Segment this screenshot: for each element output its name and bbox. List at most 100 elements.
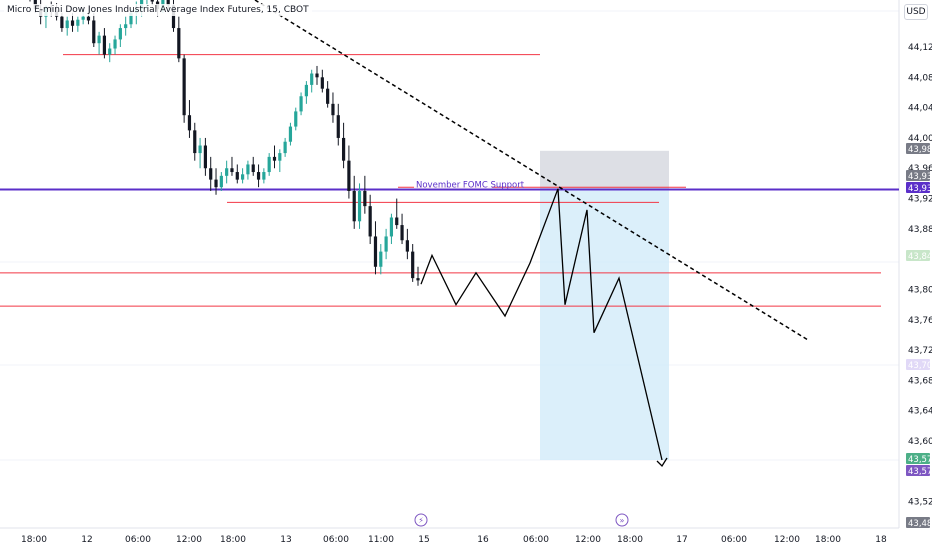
candle-body bbox=[368, 206, 372, 237]
candle-body bbox=[60, 16, 64, 29]
time-tick-label: 06:00 bbox=[721, 535, 747, 545]
candle-body bbox=[102, 35, 107, 55]
price-badge-value: 43,575 bbox=[908, 455, 932, 465]
position-zones bbox=[540, 150, 669, 460]
candle-body bbox=[129, 12, 133, 25]
candle-body bbox=[166, 0, 170, 6]
fast-forward-icon[interactable]: » bbox=[615, 513, 629, 527]
symbol-title: Micro E-mini Dow Jones Industrial Averag… bbox=[4, 4, 312, 16]
support-label: November FOMC Support bbox=[416, 180, 525, 190]
candle-body bbox=[97, 35, 101, 44]
price-tick-label: 44,000 bbox=[908, 134, 932, 144]
candle-body bbox=[283, 141, 287, 154]
candle-body bbox=[118, 28, 122, 40]
time-tick-label: 12 bbox=[81, 535, 92, 545]
price-tick-label: 43,960 bbox=[908, 164, 932, 174]
candle-body bbox=[70, 20, 75, 26]
candle-body bbox=[341, 137, 346, 161]
projection-arrowhead bbox=[656, 457, 668, 468]
candle-body bbox=[86, 16, 91, 21]
candle-body bbox=[65, 20, 69, 29]
time-tick-label: 18 bbox=[875, 535, 887, 545]
price-badge-bg bbox=[906, 182, 930, 193]
time-tick-label: 06:00 bbox=[125, 535, 151, 545]
stop-zone bbox=[540, 150, 669, 189]
time-tick-label: 06:00 bbox=[523, 535, 549, 545]
candle-body bbox=[405, 240, 409, 252]
candle-body bbox=[214, 179, 218, 188]
candle-body bbox=[373, 236, 378, 267]
fast-forward-icon-glyph: » bbox=[620, 516, 625, 525]
price-tick-label: 43,640 bbox=[908, 407, 932, 417]
horizontal-levels: November FOMC Support bbox=[0, 54, 899, 307]
price-badge: 43,702 bbox=[906, 359, 932, 371]
price-tick-label: 44,080 bbox=[908, 73, 932, 83]
event-markers[interactable]: ⚡» bbox=[414, 513, 629, 527]
candle-body bbox=[411, 251, 415, 279]
candle-body bbox=[400, 225, 404, 241]
candle-body bbox=[336, 115, 340, 138]
price-badge-value: 43,488 bbox=[908, 519, 932, 529]
candle-body bbox=[219, 175, 223, 188]
time-tick-label: 12:00 bbox=[176, 535, 202, 545]
candle-body bbox=[241, 174, 245, 180]
candle-body bbox=[230, 168, 234, 173]
price-tick-label: 43,760 bbox=[908, 316, 932, 326]
candle-body bbox=[225, 168, 229, 176]
time-tick-label: 18:00 bbox=[815, 535, 841, 545]
candle-body bbox=[113, 39, 117, 49]
price-tick-label: 43,520 bbox=[908, 498, 932, 508]
candle-body bbox=[92, 20, 96, 44]
target-zone bbox=[540, 188, 669, 460]
candle-body bbox=[288, 126, 293, 142]
candle-body bbox=[278, 153, 282, 161]
candle-body bbox=[76, 19, 80, 26]
price-badge: 43,575 bbox=[906, 453, 932, 465]
price-badge-bg bbox=[906, 359, 930, 370]
price-tick-label: 44,040 bbox=[908, 104, 932, 114]
price-tick-label: 43,600 bbox=[908, 437, 932, 447]
candle-body bbox=[262, 172, 266, 180]
currency-button[interactable]: USD bbox=[904, 4, 928, 20]
candle-body bbox=[357, 190, 362, 222]
candle-body bbox=[246, 164, 250, 175]
price-badge: 43,933 bbox=[906, 170, 932, 182]
price-badge-value: 43,575 bbox=[908, 467, 932, 477]
candle-body bbox=[267, 156, 271, 173]
price-badge-bg bbox=[906, 250, 930, 261]
candle-body bbox=[379, 251, 383, 267]
time-axis[interactable]: 18:00 12 06:00 12:00 18:00 13 06:00 11:00 15 16 06… bbox=[21, 535, 887, 545]
price-badge-bg bbox=[906, 517, 930, 528]
candle-body bbox=[363, 190, 367, 207]
time-tick-label: 18:00 bbox=[617, 535, 643, 545]
candle-body bbox=[299, 96, 303, 112]
price-tick-label: 44,120 bbox=[908, 43, 932, 53]
candle-body bbox=[150, 0, 154, 2]
time-tick-label: 13 bbox=[280, 535, 291, 545]
price-tick-label: 43,880 bbox=[908, 225, 932, 235]
candle-body bbox=[209, 168, 213, 180]
candle-body bbox=[320, 77, 324, 89]
price-tick-label: 43,920 bbox=[908, 195, 932, 205]
price-badge-bg bbox=[906, 465, 930, 476]
candle-body bbox=[182, 58, 186, 116]
candle-body bbox=[108, 48, 112, 55]
price-badge-bg bbox=[906, 170, 930, 181]
price-badge: 43,575 bbox=[906, 465, 932, 477]
candle-body bbox=[315, 73, 319, 78]
lightning-icon-ring bbox=[414, 513, 428, 527]
candle-body bbox=[177, 28, 181, 59]
price-axis[interactable]: 44,120 44,080 44,040 44,000 43,960 43,920 43,8… bbox=[908, 43, 932, 508]
projection-path bbox=[420, 188, 663, 461]
time-tick-label: 11:00 bbox=[368, 535, 394, 545]
drawings bbox=[254, 0, 809, 468]
candle-body bbox=[193, 130, 197, 154]
price-tick-label: 43,680 bbox=[908, 376, 932, 386]
dashed-trendline bbox=[254, 0, 809, 341]
lightning-icon[interactable]: ⚡ bbox=[414, 513, 428, 527]
price-badge-bg bbox=[906, 453, 930, 464]
candle-body bbox=[331, 103, 335, 116]
candle-body bbox=[389, 217, 394, 237]
time-tick-label: 12:00 bbox=[575, 535, 601, 545]
